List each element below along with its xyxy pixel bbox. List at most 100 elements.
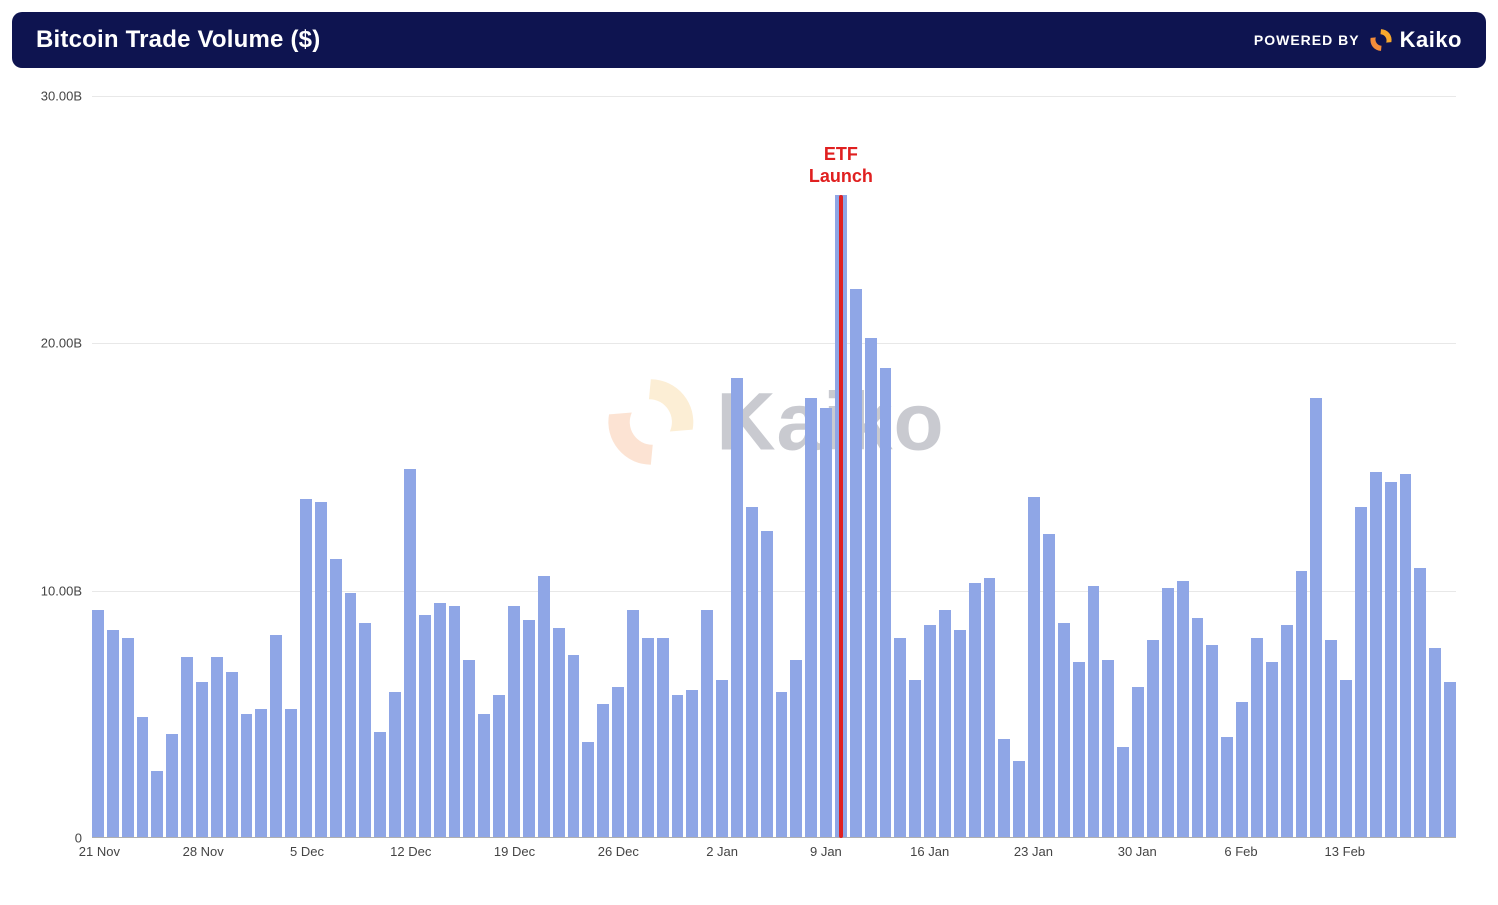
bar bbox=[330, 559, 342, 838]
brand: Kaiko bbox=[1368, 27, 1462, 53]
chart-header: Bitcoin Trade Volume ($) POWERED BY Kaik… bbox=[12, 12, 1486, 68]
x-axis-label: 2 Jan bbox=[706, 844, 738, 859]
bar bbox=[137, 717, 149, 838]
bar bbox=[1058, 623, 1070, 838]
bar bbox=[241, 714, 253, 838]
x-axis-label: 23 Jan bbox=[1014, 844, 1053, 859]
bar bbox=[270, 635, 282, 838]
bar bbox=[1043, 534, 1055, 838]
bar bbox=[582, 742, 594, 838]
x-axis-label: 30 Jan bbox=[1118, 844, 1157, 859]
bar bbox=[1340, 680, 1352, 838]
bar-series bbox=[92, 96, 1456, 838]
bar bbox=[285, 709, 297, 838]
bar bbox=[508, 606, 520, 838]
bar bbox=[538, 576, 550, 838]
x-axis-label: 13 Feb bbox=[1325, 844, 1365, 859]
x-axis-label: 19 Dec bbox=[494, 844, 535, 859]
bar bbox=[1221, 737, 1233, 838]
bar bbox=[1325, 640, 1337, 838]
bar bbox=[345, 593, 357, 838]
x-axis-labels: 21 Nov28 Nov5 Dec12 Dec19 Dec26 Dec2 Jan… bbox=[92, 844, 1456, 868]
annotation-line bbox=[839, 195, 843, 838]
bar bbox=[865, 338, 877, 838]
bar bbox=[1162, 588, 1174, 838]
bar bbox=[92, 610, 104, 838]
bar bbox=[894, 638, 906, 838]
bar bbox=[924, 625, 936, 838]
x-axis-label: 12 Dec bbox=[390, 844, 431, 859]
bar bbox=[1429, 648, 1441, 838]
bar bbox=[419, 615, 431, 838]
bar bbox=[1013, 761, 1025, 838]
bar bbox=[107, 630, 119, 838]
bar bbox=[1102, 660, 1114, 838]
bar bbox=[478, 714, 490, 838]
bar bbox=[1310, 398, 1322, 838]
bar bbox=[716, 680, 728, 838]
bar bbox=[880, 368, 892, 838]
bar bbox=[1400, 474, 1412, 838]
bar bbox=[211, 657, 223, 838]
y-axis-label: 10.00B bbox=[41, 583, 82, 598]
bar bbox=[1251, 638, 1263, 838]
bar bbox=[969, 583, 981, 838]
bar bbox=[998, 739, 1010, 838]
x-axis-label: 9 Jan bbox=[810, 844, 842, 859]
bar bbox=[642, 638, 654, 838]
bar bbox=[597, 704, 609, 838]
bar bbox=[359, 623, 371, 838]
x-axis-label: 5 Dec bbox=[290, 844, 324, 859]
bar bbox=[181, 657, 193, 838]
bar bbox=[954, 630, 966, 838]
bar bbox=[1192, 618, 1204, 838]
bar bbox=[984, 578, 996, 838]
bar bbox=[805, 398, 817, 838]
bar bbox=[909, 680, 921, 838]
y-axis-label: 20.00B bbox=[41, 336, 82, 351]
bar bbox=[1117, 747, 1129, 839]
bar bbox=[1296, 571, 1308, 838]
bar bbox=[166, 734, 178, 838]
bar bbox=[746, 507, 758, 838]
bar bbox=[463, 660, 475, 838]
bar bbox=[1088, 586, 1100, 838]
bar bbox=[790, 660, 802, 838]
bar bbox=[255, 709, 267, 838]
bar bbox=[1370, 472, 1382, 838]
bar bbox=[657, 638, 669, 838]
bar bbox=[850, 289, 862, 838]
bar bbox=[820, 408, 832, 838]
chart-container: Kaiko 010.00B20.00B30.00B ETFLaunch 21 N… bbox=[12, 68, 1486, 888]
bar bbox=[434, 603, 446, 838]
bar bbox=[672, 695, 684, 838]
bar bbox=[196, 682, 208, 838]
bar bbox=[226, 672, 238, 838]
bar bbox=[315, 502, 327, 838]
kaiko-logo-icon bbox=[1368, 27, 1394, 53]
bar bbox=[731, 378, 743, 838]
chart-title: Bitcoin Trade Volume ($) bbox=[36, 26, 320, 54]
annotation-label: ETFLaunch bbox=[809, 143, 873, 188]
x-axis-label: 26 Dec bbox=[598, 844, 639, 859]
bar bbox=[553, 628, 565, 838]
bar bbox=[449, 606, 461, 838]
powered-by: POWERED BY Kaiko bbox=[1254, 27, 1462, 53]
bar bbox=[761, 531, 773, 838]
bar bbox=[701, 610, 713, 838]
bar bbox=[627, 610, 639, 838]
bar bbox=[1206, 645, 1218, 838]
bar bbox=[122, 638, 134, 838]
x-axis-label: 6 Feb bbox=[1224, 844, 1257, 859]
bar bbox=[1132, 687, 1144, 838]
x-axis-label: 21 Nov bbox=[79, 844, 120, 859]
bar bbox=[939, 610, 951, 838]
bar bbox=[300, 499, 312, 838]
x-axis-line bbox=[92, 837, 1456, 838]
bar bbox=[1028, 497, 1040, 838]
bar bbox=[686, 690, 698, 838]
bar bbox=[374, 732, 386, 838]
bar bbox=[523, 620, 535, 838]
bar bbox=[776, 692, 788, 838]
bar bbox=[1414, 568, 1426, 838]
